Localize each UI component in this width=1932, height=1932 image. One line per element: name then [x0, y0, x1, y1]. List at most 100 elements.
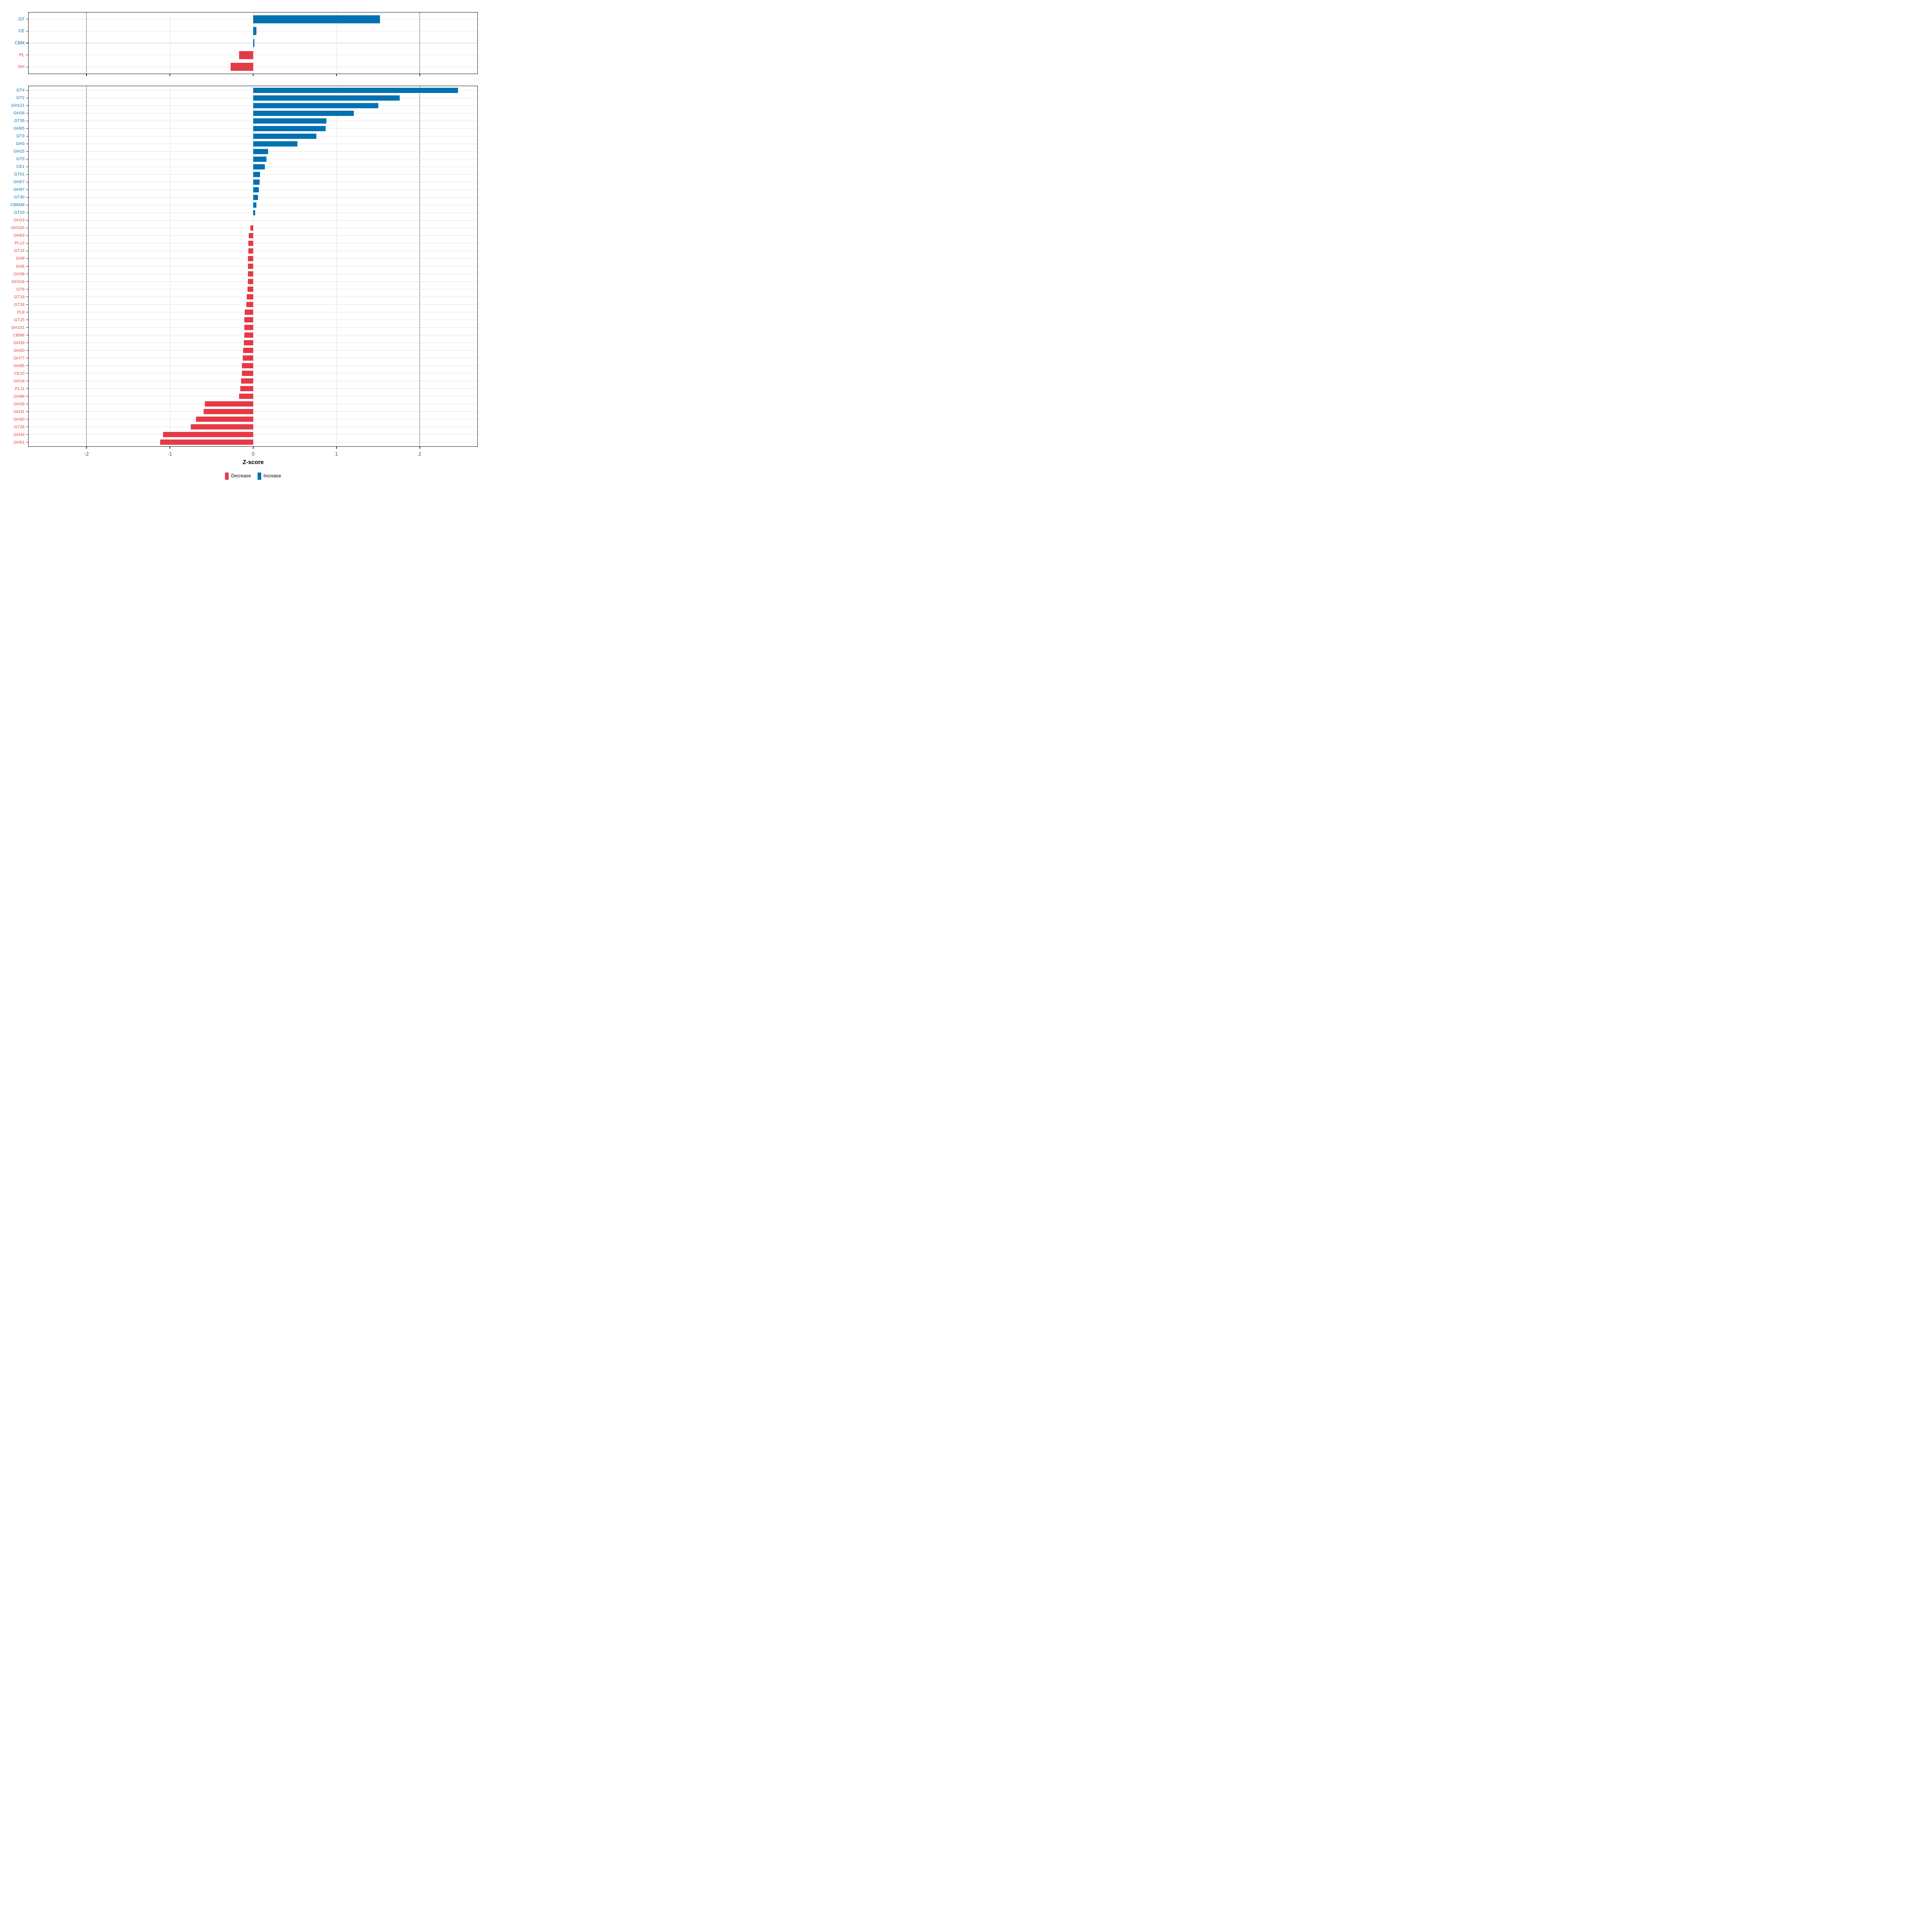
bar	[196, 417, 253, 422]
bar	[253, 126, 326, 131]
bar	[247, 287, 253, 292]
y-axis-label: CBM	[14, 41, 25, 45]
increase-swatch-icon	[257, 473, 261, 480]
y-axis-label: GT51	[14, 172, 25, 177]
bar	[253, 118, 327, 124]
y-axis-tick	[26, 174, 28, 175]
bar	[250, 225, 253, 231]
bar	[163, 432, 253, 438]
gridline-vertical	[336, 12, 337, 74]
y-axis-label: PL12	[14, 241, 25, 246]
x-axis-tick	[86, 447, 87, 449]
decrease-swatch-icon	[225, 473, 229, 480]
y-axis-label: GH3	[16, 141, 25, 147]
y-axis-label: GT28	[14, 302, 25, 307]
bar	[248, 271, 253, 277]
bar	[253, 15, 380, 23]
chart-canvas: 2 1 0 -1 -2 GH51 GH43 GT26 GH30 GH31 GH29 GH88 PL11 G…	[0, 0, 483, 483]
y-axis-tick	[26, 151, 28, 152]
bar	[247, 294, 253, 300]
bar	[253, 156, 267, 162]
legend-item-decrease: Decrease	[225, 473, 251, 480]
y-axis-tick	[26, 258, 28, 259]
y-axis-label: PL8	[17, 310, 25, 315]
x-axis-tick-label: 1	[335, 451, 338, 457]
bar	[244, 332, 253, 338]
x-axis-tick	[253, 74, 254, 76]
y-axis-label: GH31	[13, 409, 25, 414]
y-axis-tick	[26, 197, 28, 198]
y-axis-tick	[26, 350, 28, 351]
y-axis-label: GH121	[11, 103, 25, 108]
y-axis-tick	[26, 434, 28, 435]
bar	[246, 302, 253, 308]
bar	[253, 87, 458, 93]
bar	[253, 202, 257, 208]
bar	[243, 355, 253, 361]
y-axis-label: GT26	[14, 424, 25, 429]
reference-line-dashed	[419, 12, 420, 74]
x-axis-tick-label: -2	[84, 451, 89, 457]
bar	[248, 248, 253, 254]
y-axis-tick	[26, 388, 28, 389]
x-axis-tick	[419, 447, 420, 449]
y-axis-tick	[26, 220, 28, 221]
y-axis-label: GH9	[16, 256, 25, 261]
gridline-vertical	[253, 86, 254, 447]
legend-label-increase: Increase	[263, 474, 281, 479]
bar	[249, 233, 253, 238]
y-axis-label: GT20	[14, 210, 25, 215]
legend: Decrease Increase	[28, 473, 478, 480]
y-axis-label: GH116	[11, 279, 25, 284]
y-axis-label: GT3	[16, 134, 25, 139]
x-axis-tick-label: -1	[167, 451, 172, 457]
x-axis-tick	[336, 447, 337, 449]
bar	[243, 348, 253, 353]
y-axis-tick	[26, 304, 28, 305]
bar	[204, 401, 253, 407]
y-axis-label: GT	[18, 17, 25, 22]
bar	[248, 264, 253, 269]
y-axis-tick	[26, 243, 28, 244]
y-axis-label: GT25	[14, 317, 25, 322]
y-axis-tick	[26, 281, 28, 282]
y-axis-label: GH18	[13, 378, 25, 384]
reference-line-dashed	[419, 86, 420, 447]
bar	[253, 210, 255, 215]
bar	[244, 317, 253, 323]
bar	[160, 440, 253, 445]
bar	[253, 133, 317, 139]
x-axis-tick-label: 2	[418, 451, 421, 457]
y-axis-label: PL	[19, 52, 25, 58]
bar	[253, 110, 354, 116]
bar	[242, 371, 253, 376]
bar	[248, 240, 253, 246]
y-axis-label: CBM48	[10, 202, 25, 208]
x-axis-tick	[336, 74, 337, 76]
reference-line-dashed	[86, 12, 87, 74]
y-axis-label: GH88	[13, 394, 25, 399]
x-axis-tick-label: 0	[252, 451, 255, 457]
bar	[239, 394, 253, 399]
y-axis-label: CE	[18, 29, 25, 34]
bar	[244, 310, 253, 315]
bar	[253, 95, 400, 101]
y-axis-label: GH51	[13, 440, 25, 445]
bar	[244, 325, 253, 330]
y-axis-label: GT19	[14, 294, 25, 299]
legend-item-increase: Increase	[257, 473, 281, 480]
bar	[239, 51, 253, 59]
y-axis-label: GH43	[13, 432, 25, 437]
bar	[253, 194, 258, 200]
bar	[244, 340, 253, 346]
bar	[191, 424, 253, 430]
x-axis-tick	[86, 74, 87, 76]
y-axis-label: GH30	[13, 417, 25, 422]
legend-label-decrease: Decrease	[231, 474, 251, 479]
gridline-vertical	[336, 86, 337, 447]
x-axis-title: Z-score	[242, 459, 264, 466]
y-axis-label: GH97	[13, 187, 25, 192]
y-axis-label: PL11	[15, 386, 25, 391]
y-axis-label: GH63	[13, 233, 25, 238]
bar	[253, 187, 259, 192]
